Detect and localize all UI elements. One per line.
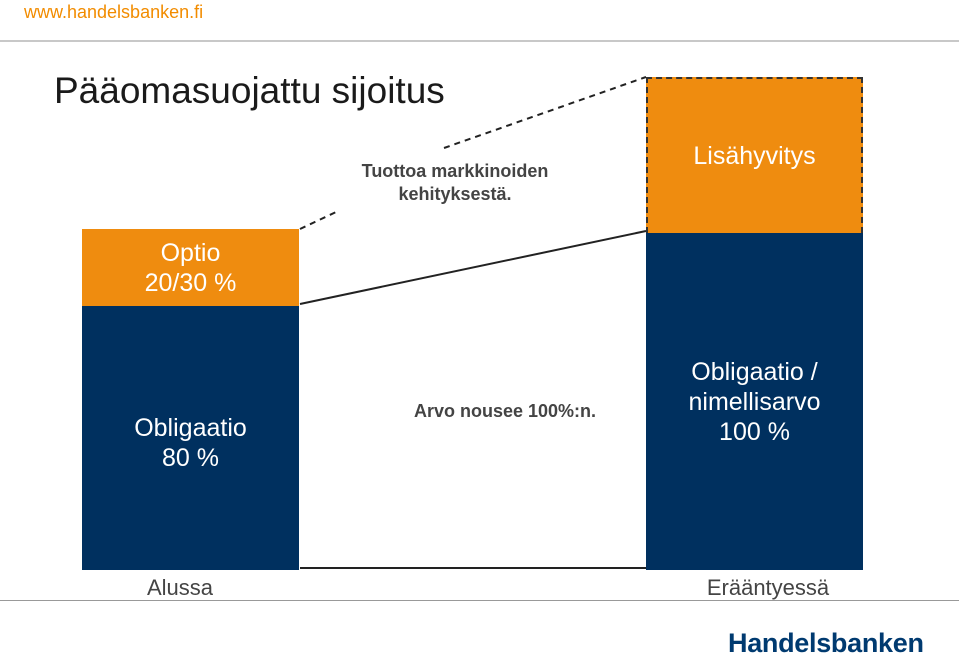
bond-box-end: Obligaatio / nimellisarvo 100 %: [646, 233, 863, 570]
label-start: Alussa: [146, 575, 214, 600]
header-divider: [0, 40, 959, 42]
bonus-box: Lisähyvitys: [646, 77, 863, 233]
bond-end-line1: Obligaatio /: [691, 358, 818, 386]
dashed-connector-lower: [299, 211, 337, 230]
bond-end-line3: 100 %: [719, 418, 790, 446]
bond-end-line2: nimellisarvo: [688, 388, 821, 416]
return-note-line1: Tuottoa markkinoiden: [361, 161, 549, 181]
handelsbanken-logo: Handelsbanken: [728, 628, 924, 658]
label-end: Erääntyessä: [706, 575, 830, 600]
solid-connector-top: [299, 230, 647, 305]
page-title: Pääomasuojattu sijoitus: [54, 70, 445, 111]
baseline-divider: [0, 600, 959, 601]
bond-start-percent: 80 %: [162, 444, 219, 472]
value-note: Arvo nousee 100%:n.: [413, 401, 597, 421]
bond-start-label: Obligaatio: [134, 414, 247, 442]
website-url: www.handelsbanken.fi: [24, 2, 204, 22]
bond-box-start: Obligaatio 80 %: [82, 306, 299, 570]
bonus-label: Lisähyvitys: [693, 142, 816, 170]
dashed-connector-upper: [443, 76, 647, 149]
option-box: Optio 20/30 %: [82, 229, 299, 306]
option-percent: 20/30 %: [144, 268, 237, 297]
return-note-line2: kehityksestä.: [398, 183, 512, 204]
return-note: Tuottoa markkinoiden kehityksestä.: [330, 160, 580, 205]
option-label: Optio: [160, 238, 221, 267]
